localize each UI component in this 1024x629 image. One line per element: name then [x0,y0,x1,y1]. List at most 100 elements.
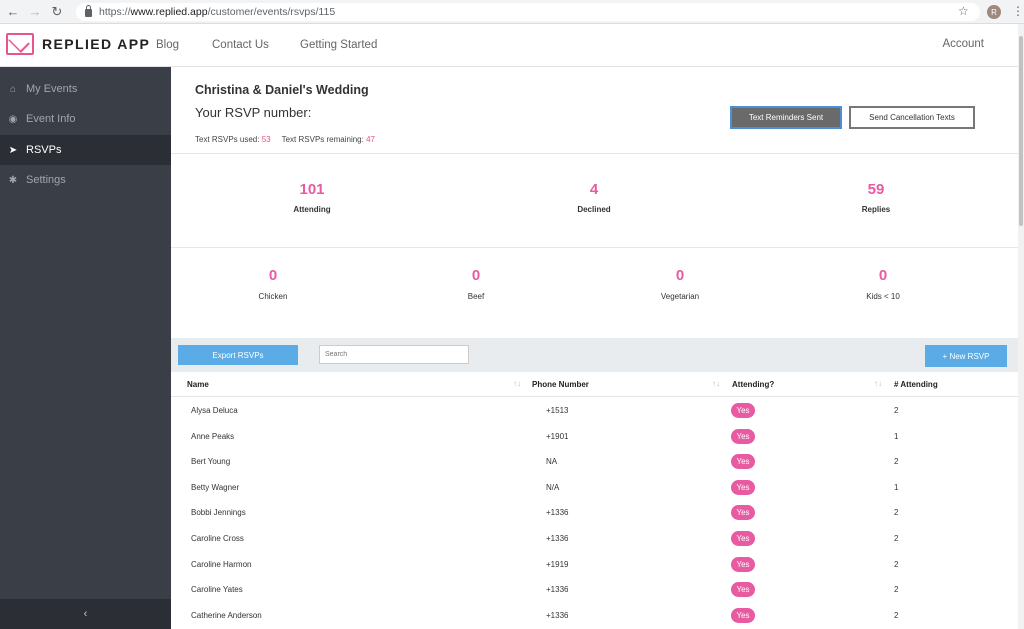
cell-phone: +1919 [546,559,569,569]
nav-blog[interactable]: Blog [156,39,180,51]
table-row[interactable]: Anne Peaks +1901 Yes 1 [171,424,1018,450]
cell-phone: +1336 [546,585,569,595]
table-row[interactable]: Bert Young NA Yes 2 [171,449,1018,475]
cell-attending-count: 2 [894,610,899,620]
browser-toolbar: ← → ↻ https://www.replied.app/customer/e… [0,0,1024,24]
sidebar-item-label: RSVPs [26,144,62,156]
home-icon: ⌂ [9,83,17,95]
sidebar-item-event-info[interactable]: ◉ Event Info [0,104,171,134]
cell-attending-count: 2 [894,406,899,415]
main-content: Christina & Daniel's Wedding Your RSVP n… [171,67,1018,629]
cell-attending-count: 1 [894,482,899,492]
attending-badge: Yes [731,479,755,495]
forward-arrow-icon[interactable]: → [28,4,42,19]
sidebar: ⌂ My Events ◉ Event Info ➤ RSVPs ✱ Setti… [0,67,171,629]
meal-label: Kids < 10 [866,292,900,301]
used-value: 53 [261,135,271,144]
table-toolbar: Export RSVPs + New RSVP [171,338,1018,372]
event-title: Christina & Daniel's Wedding [195,83,369,97]
meal-value: 0 [471,267,481,284]
table-row[interactable]: Bobbi Jennings +1336 Yes 2 [171,500,1018,526]
sidebar-item-settings[interactable]: ✱ Settings [0,165,171,195]
cell-attending-count: 2 [894,534,899,543]
table-row[interactable]: Caroline Yates +1336 Yes 2 [171,577,1018,603]
meal-kids: 0 Kids < 10 [823,267,943,301]
export-rsvps-button[interactable]: Export RSVPs [178,345,298,365]
column-header-name[interactable]: Name [187,380,209,389]
meal-vegetarian: 0 Vegetarian [620,267,740,301]
attending-badge: Yes [731,428,755,444]
attending-badge: Yes [731,531,755,546]
cell-attending-count: 2 [894,457,899,467]
page-scrollbar[interactable] [1018,24,1024,629]
sort-icon[interactable]: ↑↓ [874,379,882,388]
back-arrow-icon[interactable]: ← [6,4,20,19]
attending-badge: Yes [731,556,755,572]
scrollbar-thumb[interactable] [1019,36,1023,226]
sort-icon[interactable]: ↑↓ [712,379,720,388]
stat-label: Replies [861,205,891,214]
profile-avatar[interactable]: R [987,5,1001,19]
rsvp-number-label: Your RSVP number: [195,105,312,120]
address-bar[interactable]: https://www.replied.app/customer/events/… [76,3,980,21]
nav-account[interactable]: Account [942,38,984,50]
meal-value: 0 [878,267,888,284]
column-header-count[interactable]: # Attending [894,380,938,389]
cell-name: Catherine Anderson [191,610,262,620]
cell-phone: NA [546,457,558,467]
meal-value: 0 [675,267,685,284]
cell-phone: N/A [546,482,560,492]
attending-badge: Yes [731,607,755,623]
table-row[interactable]: Catherine Anderson +1336 Yes 2 [171,603,1018,629]
bookmark-star-icon[interactable]: ☆ [958,4,969,18]
search-input[interactable] [319,345,469,364]
logo[interactable]: REPLIED APP [6,33,150,55]
nav-contact-us[interactable]: Contact Us [212,39,269,51]
attending-badge: Yes [731,403,755,418]
cell-name: Anne Peaks [191,431,235,441]
cell-attending-count: 1 [894,431,899,441]
sidebar-collapse-button[interactable]: ‹ [0,599,171,629]
used-label: Text RSVPs used: [195,135,260,144]
attending-badge: Yes [731,454,755,470]
divider [171,247,1018,248]
cell-phone: +1336 [546,610,569,620]
new-rsvp-button[interactable]: + New RSVP [925,345,1007,367]
cell-attending-count: 2 [894,559,899,569]
stat-attending: 101 Attending [252,181,372,214]
remaining-label: Text RSVPs remaining: [281,135,364,144]
nav-getting-started[interactable]: Getting Started [300,39,378,51]
stat-label: Attending [293,205,331,214]
reload-icon[interactable]: ↻ [51,3,63,19]
column-header-phone[interactable]: Phone Number [532,380,589,389]
cell-attending-count: 2 [894,585,899,595]
attending-badge: Yes [731,582,755,598]
cancellation-texts-button[interactable]: Send Cancellation Texts [849,106,975,129]
table-row[interactable]: Caroline Cross +1336 Yes 2 [171,526,1018,552]
table-row[interactable]: Caroline Harmon +1919 Yes 2 [171,552,1018,578]
paper-plane-icon: ➤ [8,144,18,156]
cell-name: Bert Young [191,457,231,467]
table-row[interactable]: Betty Wagner N/A Yes 1 [171,475,1018,501]
cell-name: Caroline Yates [191,585,243,595]
envelope-logo-icon [6,33,34,55]
cell-phone: +1901 [546,431,569,441]
attending-badge: Yes [731,505,755,521]
column-header-attending[interactable]: Attending? [732,380,775,389]
sidebar-item-rsvps[interactable]: ➤ RSVPs [0,135,171,165]
remaining-value: 47 [366,135,375,144]
sidebar-item-my-events[interactable]: ⌂ My Events [0,74,171,104]
browser-menu-icon[interactable]: ⋮ [1012,4,1024,18]
gear-icon: ✱ [8,174,18,186]
table-header: Name ↑↓ Phone Number ↑↓ Attending? ↑↓ # … [171,372,1018,397]
app-header: REPLIED APP Blog Contact Us Getting Star… [0,24,1018,67]
stat-value: 4 [589,181,599,198]
meal-value: 0 [268,267,278,284]
stat-declined: 4 Declined [534,181,654,214]
text-reminders-button[interactable]: Text Reminders Sent [730,106,842,129]
sidebar-item-label: Settings [26,174,66,186]
table-row[interactable]: Alysa Deluca +1513 Yes 2 [171,398,1018,424]
sort-icon[interactable]: ↑↓ [513,379,521,388]
lock-icon [85,5,92,17]
logo-text: REPLIED APP [42,36,151,52]
